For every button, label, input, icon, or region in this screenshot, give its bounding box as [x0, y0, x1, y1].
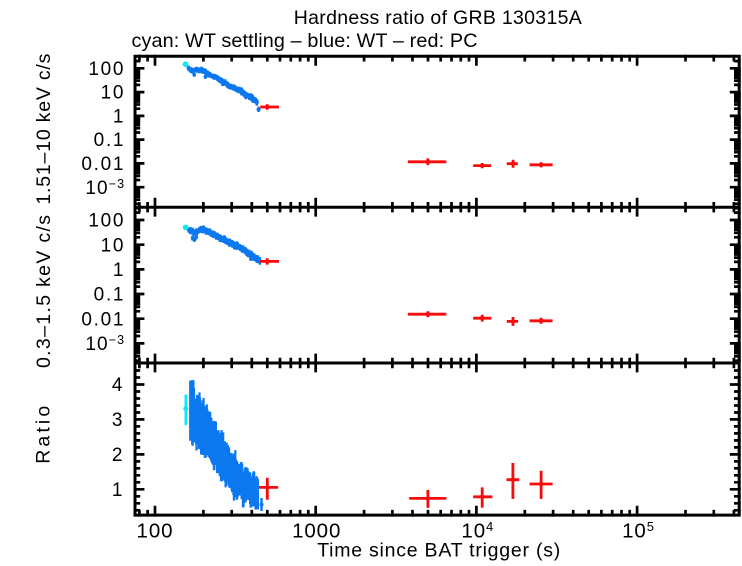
svg-text:105: 105 — [622, 519, 655, 543]
svg-text:10: 10 — [101, 235, 126, 256]
svg-text:1: 1 — [113, 106, 125, 127]
svg-text:104: 104 — [461, 519, 494, 543]
svg-text:1: 1 — [112, 480, 123, 501]
svg-text:1: 1 — [113, 260, 125, 281]
svg-text:0.3–1.5 keV c/s: 0.3–1.5 keV c/s — [33, 215, 55, 368]
svg-text:2: 2 — [112, 445, 123, 466]
svg-text:1000: 1000 — [292, 520, 341, 543]
svg-text:Time since BAT trigger (s): Time since BAT trigger (s) — [317, 539, 560, 561]
svg-text:10: 10 — [101, 83, 126, 104]
svg-text:100: 100 — [88, 211, 125, 232]
svg-text:cyan: WT settling – blue: WT –: cyan: WT settling – blue: WT – red: PC — [132, 30, 478, 52]
svg-text:Hardness ratio of GRB 130315A: Hardness ratio of GRB 130315A — [294, 7, 582, 29]
svg-text:3: 3 — [112, 410, 123, 431]
svg-text:4: 4 — [112, 375, 123, 396]
svg-text:0.1: 0.1 — [94, 285, 126, 306]
svg-text:0.01: 0.01 — [81, 309, 125, 330]
svg-text:100: 100 — [88, 59, 125, 80]
svg-text:1.51–10 keV c/s: 1.51–10 keV c/s — [33, 53, 55, 204]
svg-text:0.01: 0.01 — [81, 154, 125, 175]
svg-text:0.1: 0.1 — [94, 130, 126, 151]
svg-text:100: 100 — [137, 520, 174, 543]
